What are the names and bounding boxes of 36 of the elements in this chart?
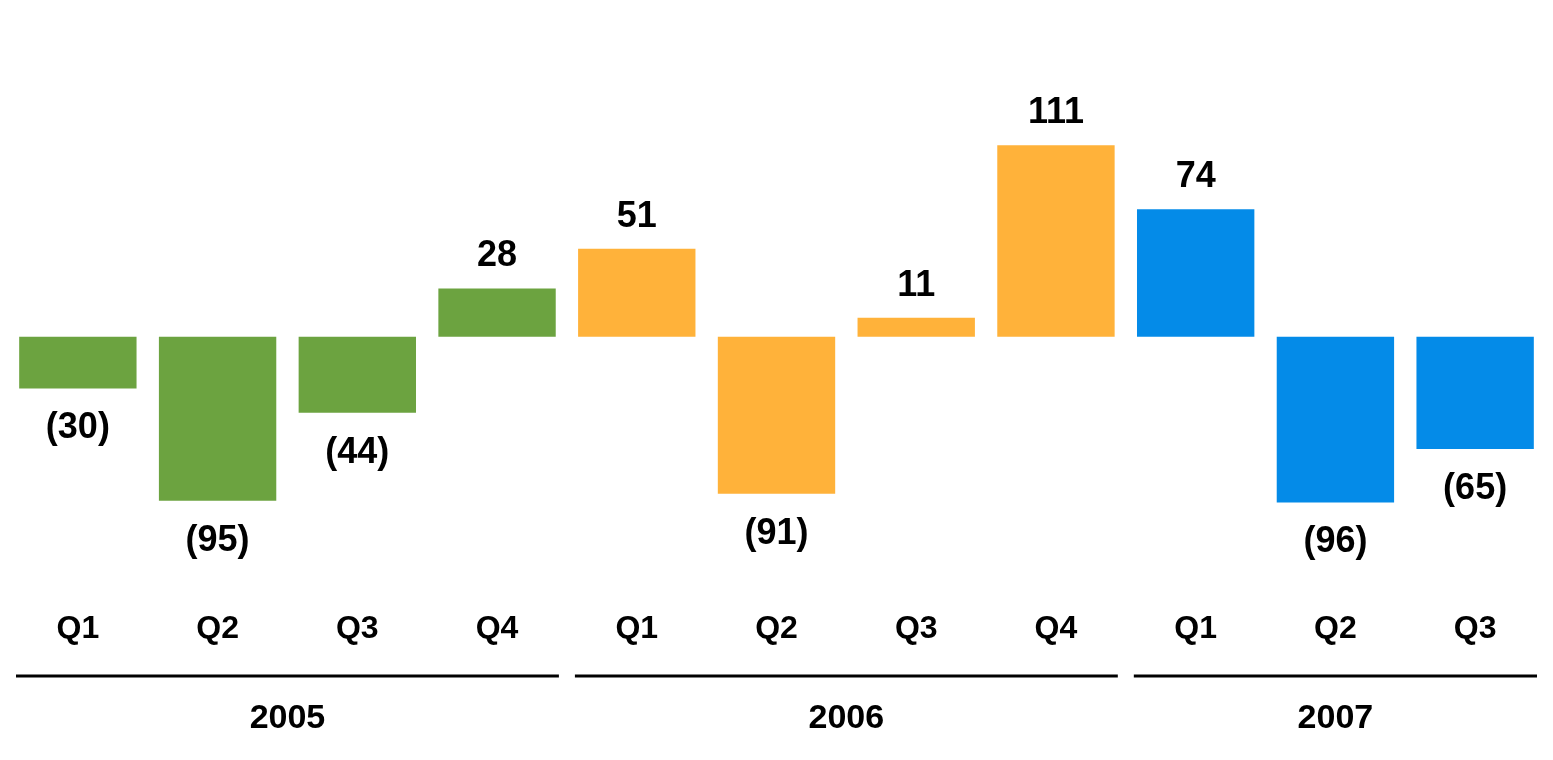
data-label: (44): [325, 429, 390, 471]
bar: [997, 145, 1115, 337]
bar: [158, 336, 277, 501]
x-tick-label: Q3: [894, 608, 938, 645]
bar: [857, 317, 975, 337]
x-tick-label: Q1: [1174, 608, 1218, 645]
data-label: 11: [897, 262, 936, 304]
x-tick-label: Q1: [615, 608, 659, 645]
bar: [1416, 336, 1534, 449]
data-label: (95): [185, 517, 250, 559]
data-label: (91): [744, 510, 809, 552]
x-tick-label: Q4: [475, 608, 519, 645]
data-label: 51: [616, 193, 657, 235]
x-tick-label: Q2: [755, 608, 798, 645]
text: 2007: [1297, 697, 1374, 736]
x-tick-label: Q3: [1453, 608, 1497, 645]
data-label: (65): [1443, 465, 1508, 507]
x-tick-label: Q3: [335, 608, 379, 645]
x-tick-label: Q2: [196, 608, 239, 645]
bar: [717, 336, 836, 494]
text: 2005: [249, 697, 326, 736]
bar: [1276, 336, 1395, 503]
data-label: (96): [1303, 519, 1368, 561]
bar: [298, 336, 416, 413]
text: 2006: [808, 697, 885, 736]
x-tick-label: Q4: [1034, 608, 1078, 645]
x-tick-label: Q1: [56, 608, 100, 645]
bar: [19, 336, 137, 389]
data-label: 111: [1027, 90, 1084, 132]
bar: [578, 248, 696, 337]
bar: [1137, 209, 1255, 337]
data-label: 74: [1175, 154, 1216, 196]
x-tick-label: Q2: [1314, 608, 1357, 645]
bar: [438, 288, 556, 337]
data-label: (30): [45, 405, 110, 447]
data-label: 28: [477, 233, 518, 275]
